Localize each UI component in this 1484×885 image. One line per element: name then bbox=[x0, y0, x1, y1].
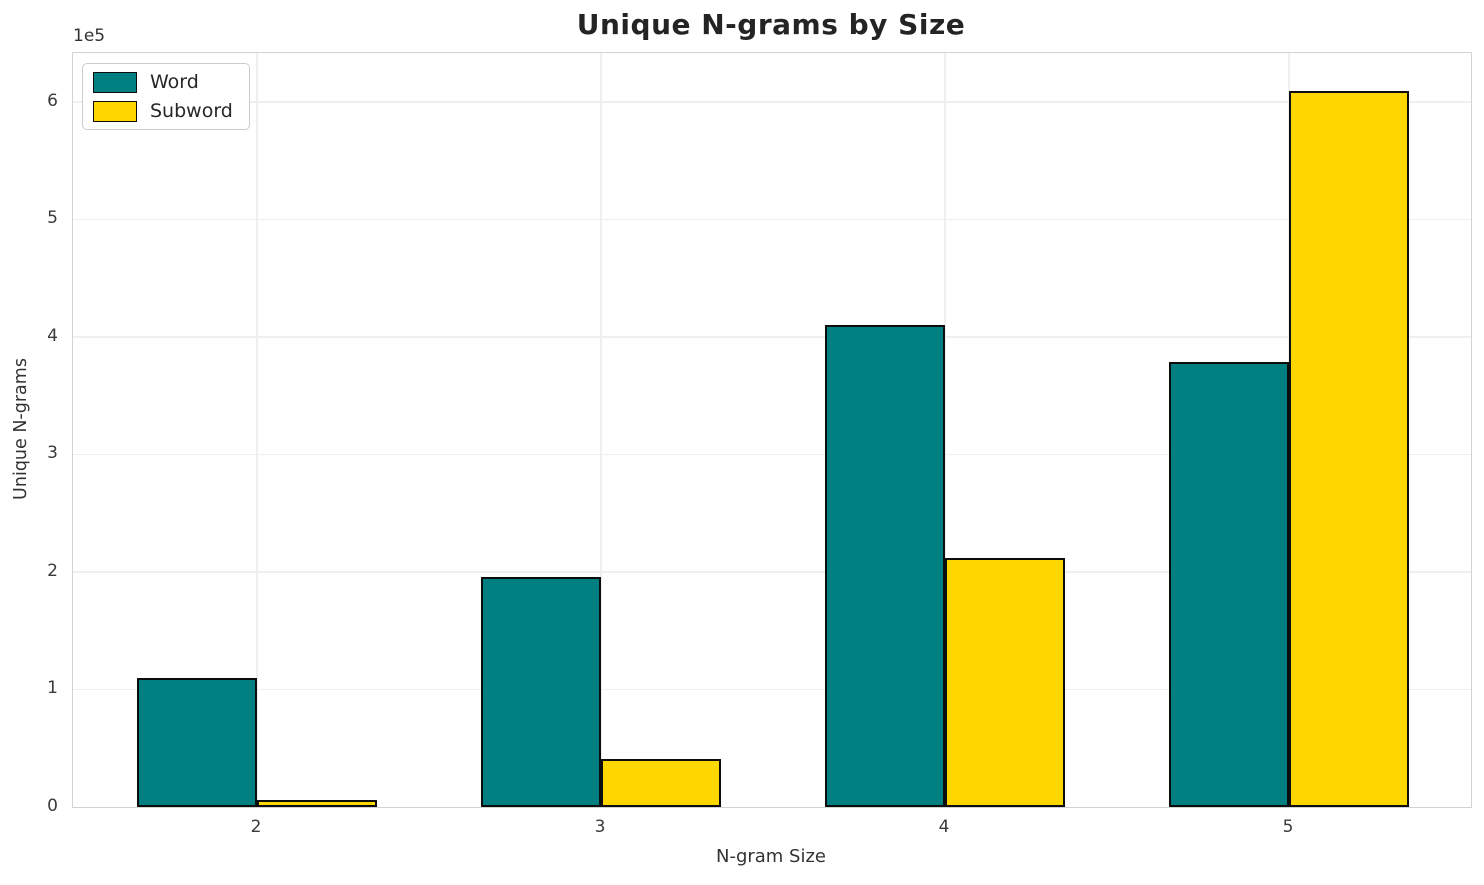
legend-label: Subword bbox=[150, 100, 233, 122]
v-gridline bbox=[600, 53, 602, 807]
bar-word-5 bbox=[1168, 361, 1290, 807]
y-tick-label: 1 bbox=[47, 678, 58, 699]
h-gridline bbox=[73, 101, 1471, 103]
bar-subword-5 bbox=[1289, 91, 1410, 807]
legend: Word Subword bbox=[82, 63, 250, 130]
x-tick-label: 4 bbox=[938, 817, 950, 837]
h-gridline bbox=[73, 453, 1471, 456]
word-swatch-icon bbox=[93, 71, 137, 93]
y-tick-label: 3 bbox=[47, 443, 58, 464]
y-axis-offset-text: 1e5 bbox=[73, 26, 106, 46]
bar-word-3 bbox=[480, 576, 602, 807]
y-tick-label: 4 bbox=[47, 325, 58, 346]
h-gridline bbox=[73, 336, 1471, 338]
v-gridline bbox=[256, 53, 258, 807]
v-gridline bbox=[944, 53, 946, 807]
x-tick-label: 5 bbox=[1282, 817, 1294, 837]
y-tick-label: 0 bbox=[47, 796, 58, 816]
x-axis-label: N-gram Size bbox=[715, 846, 827, 867]
y-tick-label: 2 bbox=[47, 560, 58, 581]
bar-subword-3 bbox=[601, 758, 722, 807]
y-axis-label: Unique N-grams bbox=[11, 358, 31, 500]
legend-item-word: Word bbox=[93, 71, 233, 93]
legend-label: Word bbox=[150, 71, 199, 93]
subword-swatch-icon bbox=[93, 100, 137, 122]
legend-item-subword: Subword bbox=[93, 100, 233, 122]
chart-title: Unique N-grams by Size bbox=[576, 8, 966, 41]
y-tick-label: 6 bbox=[47, 90, 58, 111]
h-gridline bbox=[73, 571, 1471, 573]
h-gridline bbox=[73, 218, 1471, 221]
bar-subword-4 bbox=[945, 557, 1066, 807]
bar-word-4 bbox=[824, 325, 946, 807]
x-tick-label: 2 bbox=[250, 817, 262, 837]
plot-area bbox=[72, 52, 1472, 808]
h-gridline bbox=[73, 688, 1471, 691]
bar-subword-2 bbox=[257, 799, 378, 807]
y-tick-label: 5 bbox=[47, 208, 58, 229]
x-tick-label: 3 bbox=[594, 817, 606, 837]
bar-word-2 bbox=[136, 677, 258, 807]
